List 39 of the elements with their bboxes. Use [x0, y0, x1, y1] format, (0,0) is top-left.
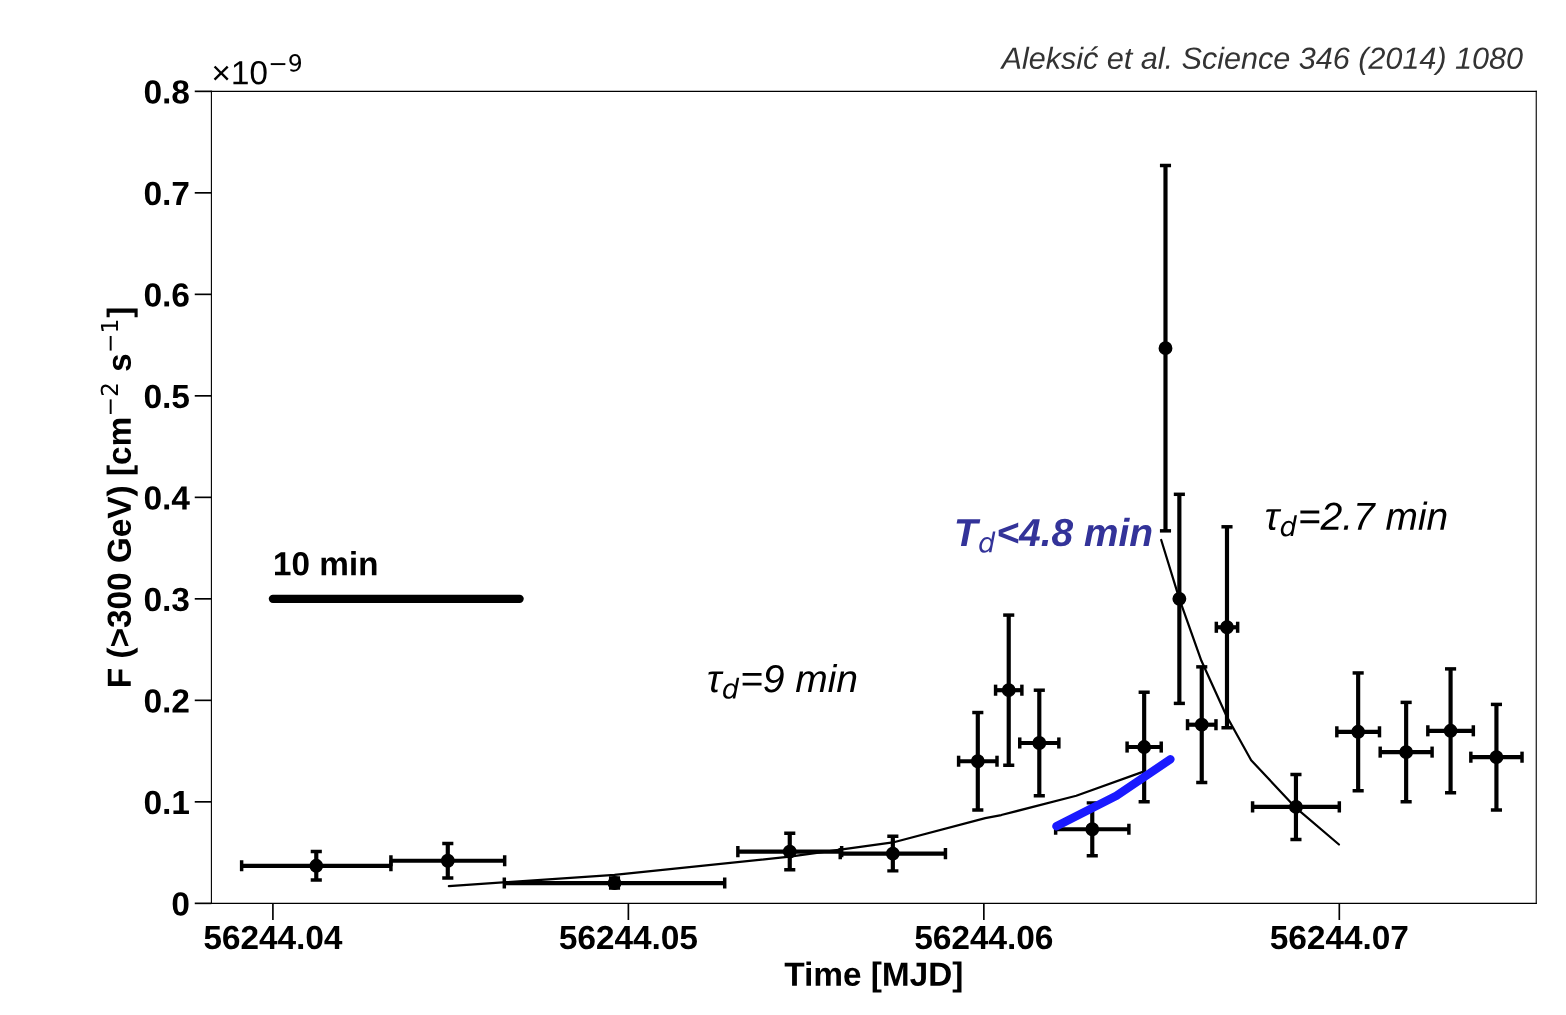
text: Aleksić et al. Science 346 (2014) 1080 [1000, 46, 1523, 76]
point [1443, 723, 1458, 738]
point [309, 858, 324, 873]
annotation: τ$_{d}$=9 min [708, 663, 857, 699]
y-tick-label: 0.6 [144, 283, 189, 307]
point [1158, 341, 1173, 356]
point [1220, 620, 1234, 635]
y-tick-label: 0.4 [144, 486, 190, 510]
annotation: T$_{d}$<4.8 min [956, 517, 1152, 553]
x-tick-label: 56244.06 [915, 925, 1053, 950]
point [782, 844, 797, 859]
point [1001, 683, 1016, 698]
point [1172, 591, 1187, 606]
y-tick-label: 0.1 [144, 790, 189, 815]
y-tick-label: 0.2 [144, 689, 189, 713]
y-tick-label: 0.8 [144, 80, 189, 104]
x-tick-label: 56244.04 [204, 925, 343, 950]
x-axis-title: Time [MJD] [784, 961, 962, 993]
y-tick-label: 0 [172, 892, 189, 916]
y-tick-label: 0.5 [144, 384, 189, 409]
y-tick-label: 0.3 [144, 587, 189, 612]
point [1137, 740, 1152, 754]
point [1489, 750, 1504, 765]
point [1085, 822, 1100, 837]
x-tick-label: 56244.07 [1270, 925, 1408, 950]
point [885, 846, 900, 861]
annotation: τ$_{d}$=2.7 min [1266, 501, 1447, 537]
y-axis-title: F (>300 GeV) [cm$^{−2}$ s$^{−1}$] [100, 308, 138, 686]
x-tick-label: 56244.05 [559, 925, 697, 950]
point [1289, 799, 1303, 814]
point [970, 754, 985, 769]
point [1032, 736, 1047, 750]
point [1194, 717, 1209, 732]
point [1351, 724, 1366, 739]
point [1399, 745, 1414, 760]
text: ×10$^{−9}$ [213, 54, 302, 85]
annotation: 10 min [275, 551, 377, 576]
y-tick-label: 0.7 [144, 181, 189, 206]
point [440, 853, 455, 868]
